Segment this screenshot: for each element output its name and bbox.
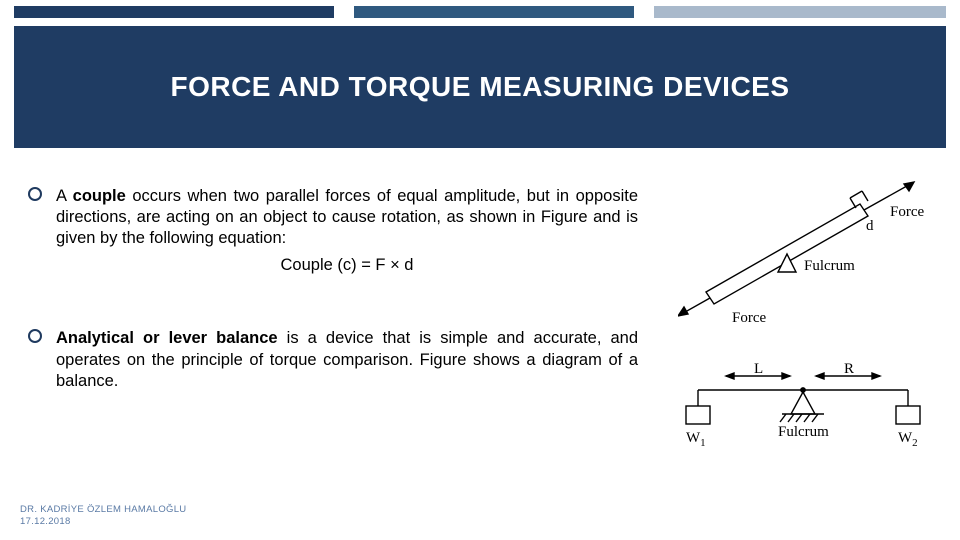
footer: DR. KADRİYE ÖZLEM HAMALOĞLU 17.12.2018	[20, 504, 186, 528]
bullet-marker-icon	[28, 187, 42, 201]
label-L: L	[754, 362, 763, 377]
equation-couple: Couple (c) = F × d	[56, 255, 638, 276]
bullet-couple-text: A couple occurs when two parallel forces…	[56, 186, 638, 249]
label-force-top: Force	[890, 204, 924, 220]
txt-bold: couple	[73, 187, 126, 205]
label-d: d	[866, 218, 874, 234]
bullet-couple: A couple occurs when two parallel forces…	[28, 186, 638, 276]
txt: occurs when two parallel forces of equal…	[56, 187, 638, 247]
figure-balance: L R Fulcrum W1 W2	[678, 362, 928, 458]
txt: A	[56, 187, 73, 205]
label-fulcrum-1: Fulcrum	[804, 258, 855, 274]
label-W1: W1	[686, 430, 706, 449]
figure-couple: Force d Fulcrum Force	[678, 176, 938, 326]
band-seg-5	[654, 6, 946, 18]
band-seg-1	[14, 6, 334, 18]
label-R: R	[844, 362, 854, 377]
top-color-band	[14, 6, 946, 18]
footer-date: 17.12.2018	[20, 516, 186, 528]
footer-author: DR. KADRİYE ÖZLEM HAMALOĞLU	[20, 504, 186, 516]
band-seg-2	[334, 6, 354, 18]
band-seg-3	[354, 6, 634, 18]
title-block: FORCE AND TORQUE MEASURING DEVICES	[14, 26, 946, 148]
bullet-marker-icon	[28, 329, 42, 343]
label-W2: W2	[898, 430, 918, 449]
bullet-balance-text: Analytical or lever balance is a device …	[56, 328, 638, 391]
body-content: A couple occurs when two parallel forces…	[28, 186, 638, 402]
label-force-bottom: Force	[732, 310, 766, 326]
slide: FORCE AND TORQUE MEASURING DEVICES A cou…	[0, 0, 960, 540]
bullet-balance: Analytical or lever balance is a device …	[28, 328, 638, 391]
txt-bold: Analytical or lever balance	[56, 329, 278, 347]
spacer	[28, 286, 638, 328]
figure-column: Force d Fulcrum Force	[678, 176, 946, 494]
band-seg-4	[634, 6, 654, 18]
slide-title: FORCE AND TORQUE MEASURING DEVICES	[170, 71, 789, 103]
label-fulcrum-2: Fulcrum	[778, 424, 829, 440]
